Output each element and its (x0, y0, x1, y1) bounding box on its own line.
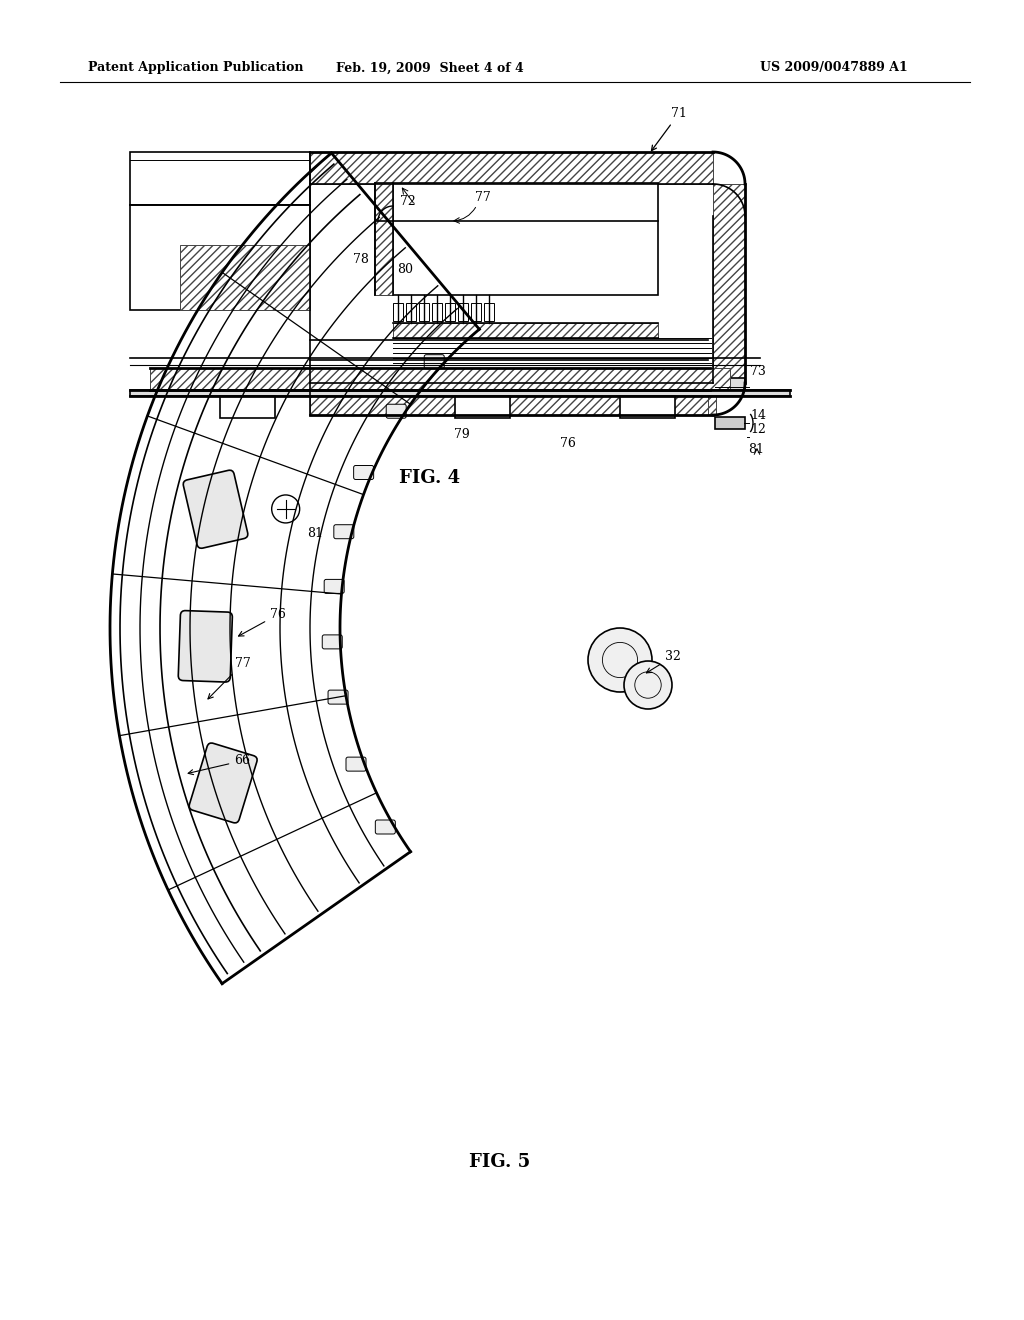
Bar (458, 304, 468, 321)
Bar (375, 183, 658, 294)
Bar (310, 383, 713, 414)
Bar (484, 304, 494, 321)
Bar (445, 304, 455, 321)
Text: 78: 78 (353, 253, 369, 267)
FancyBboxPatch shape (334, 525, 354, 539)
Text: 66: 66 (188, 754, 250, 775)
Text: 80: 80 (397, 263, 413, 276)
FancyBboxPatch shape (424, 355, 444, 368)
Text: Feb. 19, 2009  Sheet 4 of 4: Feb. 19, 2009 Sheet 4 of 4 (336, 62, 524, 74)
Bar (130, 152, 310, 205)
Text: 81: 81 (306, 527, 323, 540)
Bar (393, 323, 658, 338)
FancyBboxPatch shape (386, 404, 407, 418)
FancyBboxPatch shape (328, 690, 348, 704)
Bar (715, 378, 745, 389)
Text: US 2009/0047889 A1: US 2009/0047889 A1 (760, 62, 907, 74)
Bar (393, 304, 403, 321)
Text: FIG. 5: FIG. 5 (469, 1152, 530, 1171)
Bar (375, 183, 393, 294)
Bar (455, 396, 510, 418)
Text: 76: 76 (560, 437, 575, 450)
Bar (419, 304, 429, 321)
Circle shape (271, 495, 300, 523)
Circle shape (588, 628, 652, 692)
Bar (180, 246, 310, 310)
Circle shape (624, 661, 672, 709)
FancyBboxPatch shape (183, 470, 248, 548)
Text: Patent Application Publication: Patent Application Publication (88, 62, 303, 74)
Text: 71: 71 (651, 107, 687, 150)
FancyBboxPatch shape (325, 579, 344, 594)
Text: FIG. 4: FIG. 4 (399, 469, 461, 487)
Bar (406, 304, 416, 321)
Bar (130, 205, 310, 310)
Text: 32: 32 (646, 649, 681, 673)
FancyBboxPatch shape (376, 820, 395, 834)
FancyBboxPatch shape (323, 635, 342, 649)
Text: 77: 77 (208, 657, 251, 698)
Bar (715, 417, 745, 429)
Text: 77: 77 (475, 191, 490, 205)
Bar (708, 383, 716, 414)
FancyBboxPatch shape (178, 611, 232, 682)
Text: 12: 12 (750, 422, 766, 436)
Text: 72: 72 (400, 195, 416, 209)
FancyBboxPatch shape (189, 743, 257, 822)
Bar (150, 368, 730, 389)
Bar (220, 396, 275, 418)
Bar (130, 389, 790, 396)
Bar (432, 304, 442, 321)
Text: 79: 79 (454, 428, 470, 441)
Bar (471, 304, 481, 321)
Text: 14: 14 (750, 409, 766, 422)
Text: 81: 81 (748, 444, 764, 455)
FancyBboxPatch shape (346, 758, 366, 771)
Bar (310, 152, 713, 183)
Bar (620, 396, 675, 418)
Text: 76: 76 (239, 609, 286, 636)
FancyBboxPatch shape (353, 466, 374, 479)
Text: 73: 73 (750, 366, 766, 378)
Bar (713, 183, 745, 383)
